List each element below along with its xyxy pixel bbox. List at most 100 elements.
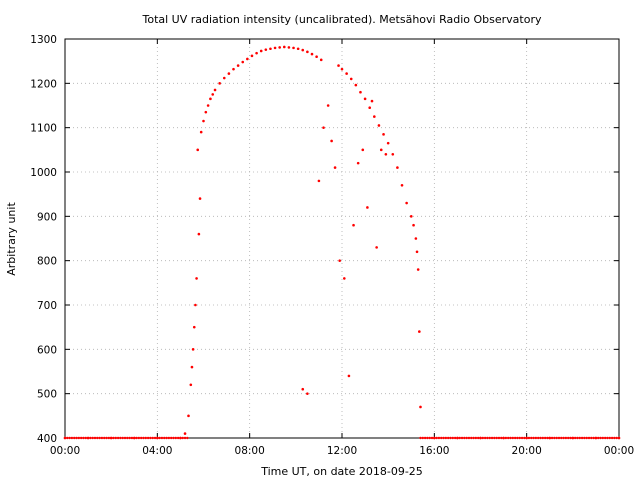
data-point — [347, 374, 351, 378]
y-tick-label: 600 — [37, 344, 57, 356]
baseline-point — [146, 436, 150, 440]
baseline-point — [73, 436, 76, 440]
y-tick-label: 500 — [37, 389, 57, 401]
baseline-point — [107, 436, 111, 440]
baseline-point — [93, 436, 97, 440]
data-point — [198, 197, 202, 200]
y-axis-label: Arbitrary unit — [5, 202, 18, 276]
data-point — [202, 119, 205, 123]
data-point — [259, 49, 263, 53]
baseline-point — [583, 436, 586, 440]
data-point — [337, 64, 340, 67]
baseline-point — [518, 436, 521, 440]
baseline-point — [571, 436, 575, 440]
data-point — [301, 387, 305, 391]
baseline-point — [557, 436, 561, 440]
data-point — [368, 106, 372, 110]
baseline-point — [569, 436, 572, 440]
baseline-point — [523, 436, 526, 440]
data-point — [379, 148, 383, 152]
baseline-point — [527, 436, 531, 440]
data-point — [218, 82, 221, 85]
chart-title: Total UV radiation intensity (uncalibrat… — [142, 13, 542, 26]
baseline-point — [483, 436, 487, 440]
data-point — [301, 48, 305, 52]
baseline-point — [530, 436, 533, 440]
baseline-point — [437, 436, 441, 440]
data-point — [377, 124, 381, 127]
baseline-point — [179, 436, 182, 440]
data-point — [366, 206, 369, 209]
baseline-point — [520, 436, 524, 440]
data-point — [310, 52, 314, 56]
baseline-point — [580, 436, 584, 440]
baseline-point — [543, 436, 547, 440]
baseline-point — [546, 436, 549, 440]
baseline-point — [500, 436, 503, 440]
baseline-point — [467, 436, 471, 440]
data-point — [349, 77, 353, 81]
data-point — [375, 246, 378, 249]
baseline-point — [594, 436, 598, 440]
x-tick-label: 00:00 — [604, 445, 634, 457]
baseline-point — [435, 436, 438, 440]
baseline-point — [578, 436, 581, 440]
baseline-point — [126, 436, 129, 440]
x-tick-label: 00:00 — [50, 445, 80, 457]
data-point — [361, 148, 365, 152]
data-point — [338, 259, 341, 262]
baseline-point — [541, 436, 545, 440]
baseline-point — [153, 436, 157, 440]
baseline-point — [116, 436, 120, 440]
data-point — [322, 126, 325, 129]
baseline-point — [428, 436, 431, 440]
baseline-point — [149, 436, 152, 440]
baseline-point — [476, 436, 480, 440]
baseline-point — [587, 436, 591, 440]
data-point — [306, 392, 309, 395]
baseline-point — [513, 436, 517, 440]
baseline-point — [70, 436, 74, 440]
baseline-point — [495, 436, 498, 440]
axis-ticks: 00:00 04:00 08:00 12:00 16:00 20:00 00:0040050… — [30, 34, 634, 457]
baseline-point — [114, 436, 117, 440]
baseline-point — [449, 436, 452, 440]
data-point — [241, 60, 245, 64]
data-point — [287, 46, 291, 49]
x-tick-label: 08:00 — [235, 445, 265, 457]
y-tick-label: 1000 — [30, 167, 57, 179]
data-point — [192, 325, 196, 329]
baseline-point — [96, 436, 99, 440]
data-point — [189, 383, 193, 387]
baseline-point — [576, 436, 579, 440]
data-point — [400, 184, 404, 187]
baseline-point — [460, 436, 464, 440]
x-tick-label: 04:00 — [142, 445, 172, 457]
data-point — [370, 99, 374, 103]
data-point — [213, 88, 217, 92]
baseline-point — [160, 436, 164, 440]
data-point — [415, 250, 419, 254]
x-axis-label: Time UT, on date 2018-09-25 — [260, 465, 423, 478]
baseline-point — [590, 436, 593, 440]
baseline-point — [84, 436, 87, 440]
data-point — [419, 405, 422, 409]
baseline-point — [479, 436, 482, 440]
baseline-point — [82, 436, 85, 440]
baseline-point — [553, 436, 556, 440]
baseline-point — [453, 436, 457, 440]
baseline-point — [465, 436, 468, 440]
data-point — [326, 104, 330, 107]
baseline-point — [172, 436, 175, 440]
baseline-point — [139, 436, 143, 440]
data-point — [183, 432, 187, 435]
baseline-point — [135, 436, 138, 440]
data-point — [384, 152, 388, 156]
data-point — [396, 166, 399, 169]
data-point — [363, 97, 367, 101]
plot-frame — [64, 38, 620, 439]
baseline-point — [564, 436, 568, 440]
data-point — [418, 330, 421, 333]
baseline-point — [537, 436, 540, 440]
data-point — [382, 133, 385, 136]
